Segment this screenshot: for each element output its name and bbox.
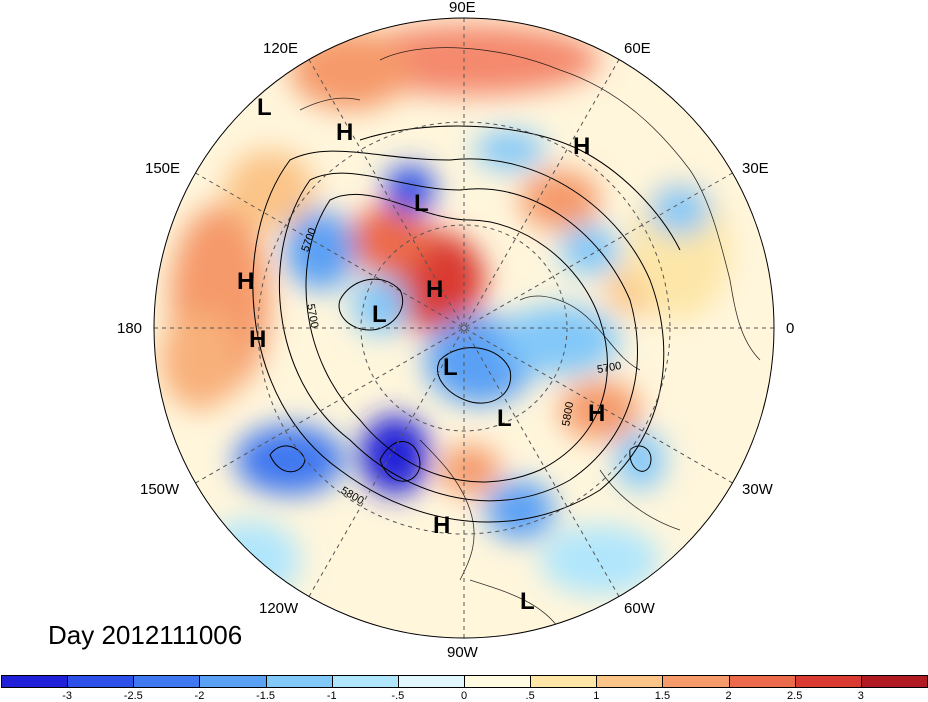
colorbar-tick-label: .5 xyxy=(525,690,535,702)
colorbar-tick-label: 2 xyxy=(725,690,732,702)
anomaly-field xyxy=(154,18,774,638)
colorbar-swatch xyxy=(530,675,598,688)
lon-label-30e: 30E xyxy=(742,160,769,177)
colorbar-swatch xyxy=(860,675,928,688)
pressure-center: L xyxy=(520,588,535,615)
colorbar-legend: -3 -2.5 -2 -1.5 -1 -.5 0 .5 1 1.5 2 2.5 3 xyxy=(0,675,928,702)
lon-label-0: 0 xyxy=(786,320,795,337)
colorbar-tick-label: -1 xyxy=(326,690,337,702)
pressure-center: H xyxy=(433,512,451,539)
colorbar-tick-label: 3 xyxy=(857,690,864,702)
pressure-center: L xyxy=(372,301,387,328)
pressure-center: L xyxy=(257,94,272,121)
colorbar-swatch xyxy=(596,675,664,688)
colorbar-tick-label: -1.5 xyxy=(256,690,276,702)
pressure-center: H xyxy=(336,119,354,146)
height-contours xyxy=(252,125,681,523)
coastlines xyxy=(299,47,761,631)
lon-label-150w: 150W xyxy=(140,481,180,498)
lon-label-150e: 150E xyxy=(145,160,181,177)
colorbar-tick-label: -.5 xyxy=(391,690,405,702)
lon-label-60w: 60W xyxy=(624,600,655,617)
lon-label-60e: 60E xyxy=(624,40,651,57)
pressure-center: L xyxy=(497,405,512,432)
colorbar-swatch xyxy=(662,675,730,688)
colorbar-tick-label: -2.5 xyxy=(123,690,143,702)
lon-label-120w: 120W xyxy=(259,600,299,617)
date-label: Day 2012111006 xyxy=(48,620,243,650)
colorbar-swatch xyxy=(728,675,796,688)
colorbar-swatch xyxy=(794,675,862,688)
pressure-center: H xyxy=(426,276,444,303)
map-boundary xyxy=(153,17,775,639)
pressure-center: L xyxy=(414,190,429,217)
colorbar-tick-label: -3 xyxy=(62,690,73,702)
pressure-center: H xyxy=(588,400,606,427)
pressure-center: H xyxy=(249,326,267,353)
colorbar-tick-label: 0 xyxy=(460,690,468,702)
colorbar-swatch xyxy=(67,675,135,688)
lon-label-30w: 30W xyxy=(742,481,773,498)
pressure-center: L xyxy=(443,354,458,381)
graticule xyxy=(154,18,774,638)
colorbar-tick-label: 2.5 xyxy=(787,690,803,702)
colorbar-swatch xyxy=(1,675,69,688)
colorbar-swatch xyxy=(199,675,267,688)
lon-label-90e: 90E xyxy=(449,0,476,16)
colorbar-swatch xyxy=(464,675,532,688)
colorbar-swatch xyxy=(133,675,201,688)
colorbar-tick-label: 1.5 xyxy=(654,690,671,702)
lon-label-180: 180 xyxy=(117,320,143,337)
pressure-center: H xyxy=(237,268,255,295)
colorbar-tick-label: 1 xyxy=(593,690,600,702)
pressure-center: H xyxy=(573,133,591,160)
lon-label-90w: 90W xyxy=(447,644,478,661)
colorbar-swatch xyxy=(331,675,399,688)
colorbar-swatch xyxy=(265,675,333,688)
colorbar-swatch xyxy=(397,675,465,688)
colorbar-tick-label: -2 xyxy=(194,690,205,702)
lon-label-120e: 120E xyxy=(263,40,299,57)
